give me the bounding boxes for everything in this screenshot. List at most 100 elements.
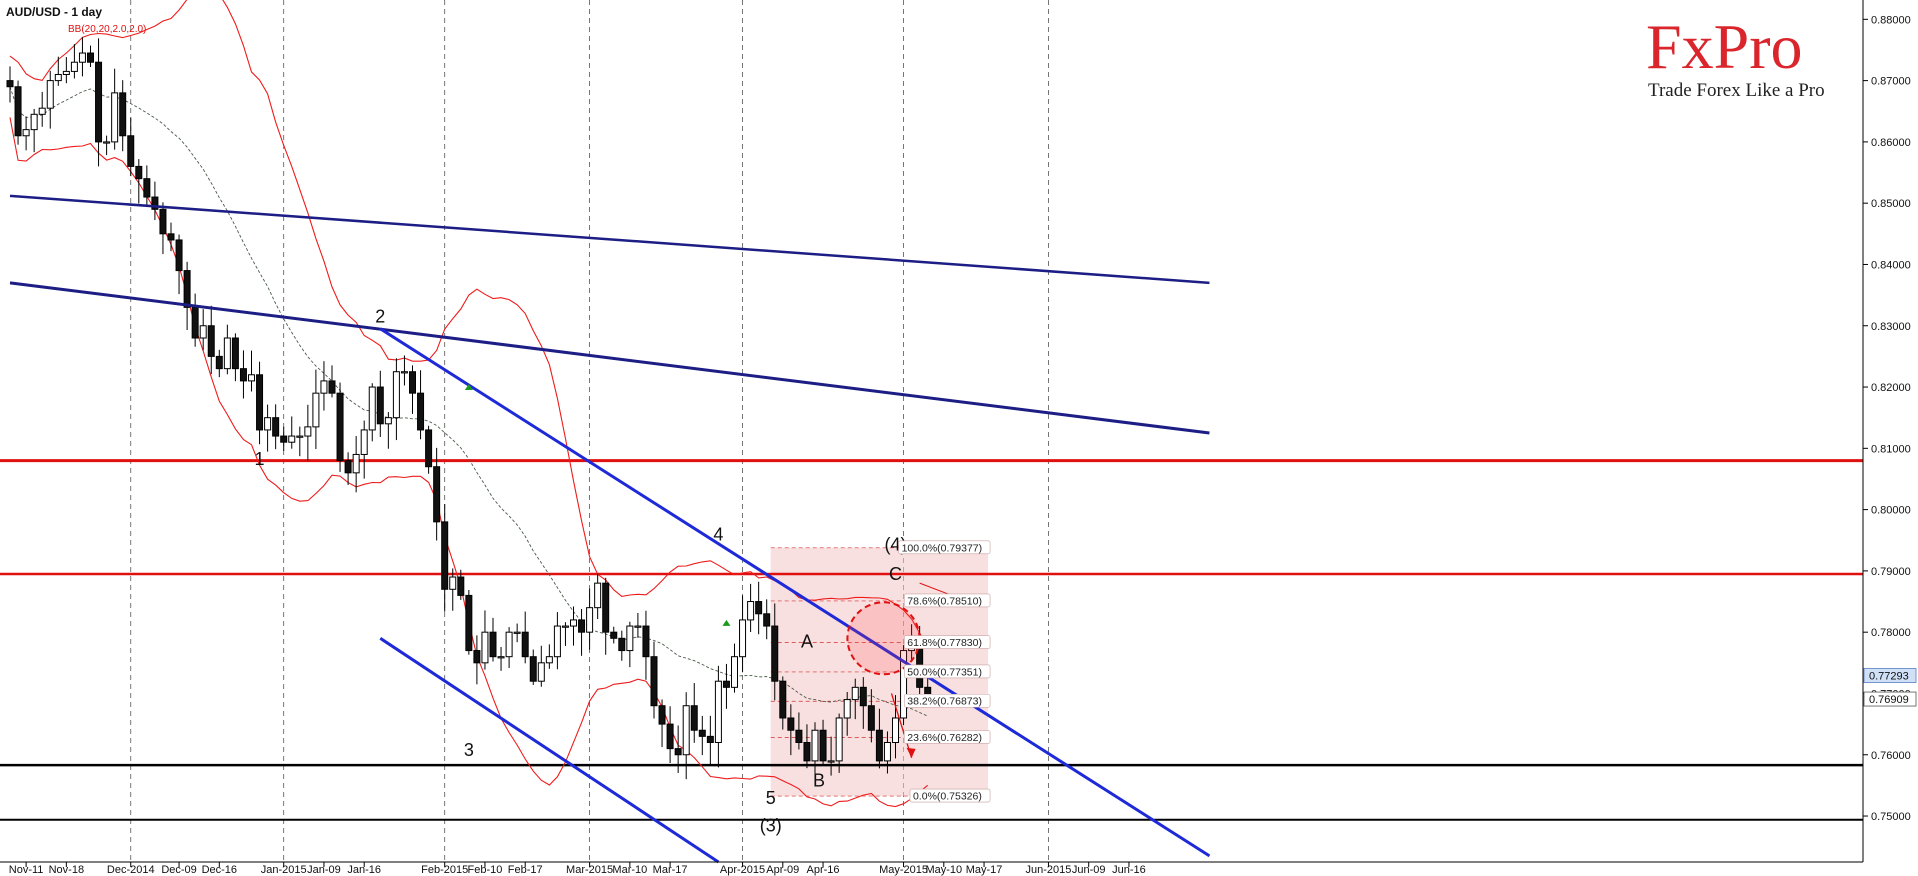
candle-body <box>360 429 368 455</box>
candle-body <box>763 613 771 627</box>
candle-body <box>594 582 602 609</box>
price-marker-label: 0.76909 <box>1869 694 1909 706</box>
time-tick-label: Feb-2015 <box>421 864 468 876</box>
price-tick-label: 0.82000 <box>1871 382 1911 394</box>
candle-body <box>38 107 46 115</box>
candle-body <box>223 337 231 370</box>
candle-body <box>95 61 103 143</box>
candle-body <box>183 270 191 308</box>
candle-body <box>167 233 175 241</box>
price-marker-box <box>1863 691 1917 707</box>
candle-body <box>151 196 159 210</box>
upper-channel-line <box>9 194 1210 285</box>
wave-label: 4 <box>713 524 723 544</box>
time-tick-label: Jun-16 <box>1112 864 1146 876</box>
candle-body <box>46 80 54 109</box>
candle-body <box>851 686 859 701</box>
candle-body <box>883 741 891 762</box>
candle-body <box>336 392 344 462</box>
candle-body <box>368 386 376 431</box>
candle-body <box>272 417 280 437</box>
price-tick-label: 0.86000 <box>1871 137 1911 149</box>
time-tick-label: Dec-16 <box>202 864 237 876</box>
time-tick-label: Jan-09 <box>307 864 341 876</box>
candle-body <box>143 178 151 198</box>
candle-body <box>22 129 30 137</box>
candle-body <box>875 729 883 762</box>
candle-body <box>513 631 521 634</box>
candle-body <box>787 717 795 731</box>
time-tick-label: Apr-16 <box>807 864 840 876</box>
candle-body <box>553 625 561 658</box>
candle-body <box>505 631 513 658</box>
time-tick-label: Jan-2015 <box>261 864 307 876</box>
price-tick-label: 0.88000 <box>1871 14 1911 26</box>
candle-body <box>900 650 908 719</box>
time-tick-label: Dec-2014 <box>107 864 155 876</box>
candle-body <box>682 705 690 756</box>
candle-body <box>618 637 626 652</box>
candle-body <box>602 582 610 633</box>
wave-label: B <box>813 771 825 791</box>
candle-body <box>739 619 747 658</box>
candle-body <box>714 680 722 743</box>
fibonacci-level-label: 0.0%(0.75326) <box>913 791 982 803</box>
candle-body <box>417 392 425 431</box>
candle-body <box>425 429 433 468</box>
price-markers: 0.77293 0.76909 <box>1863 668 1917 707</box>
time-tick-label: Feb-17 <box>508 864 543 876</box>
candle-body <box>433 466 441 523</box>
price-tick-label: 0.79000 <box>1871 566 1911 578</box>
trend-lines <box>9 194 1211 864</box>
fibonacci-labels: 100.0%(0.79377) 78.6%(0.78510) 61.8%(0.778… <box>898 540 991 803</box>
projection-arrow-head <box>906 747 916 758</box>
candle-body <box>384 417 392 425</box>
chart-title: AUD/USD - 1 day <box>6 5 102 19</box>
logo-brand: FxPro <box>1646 11 1803 82</box>
price-axis-panel <box>1863 0 1918 876</box>
candle-body <box>30 113 38 131</box>
fibonacci-label-box <box>909 788 991 803</box>
price-tick-label: 0.81000 <box>1871 443 1911 455</box>
price-tick-label: 0.76000 <box>1871 750 1911 762</box>
candle-body <box>288 435 296 443</box>
time-tick-label: May-2015 <box>879 864 928 876</box>
candle-body <box>827 760 835 763</box>
candle-body <box>70 61 78 72</box>
candle-body <box>312 392 320 428</box>
candle-body <box>811 729 819 762</box>
candle-body <box>843 699 851 719</box>
signal-arrow-up <box>722 619 731 626</box>
candle-body <box>248 374 255 382</box>
fibonacci-label-box <box>903 635 991 649</box>
candle-body <box>111 92 119 143</box>
lower-channel-line <box>379 637 720 864</box>
candle-body <box>473 650 481 664</box>
candle-body <box>835 717 843 762</box>
candle-body <box>78 52 86 63</box>
candle-body <box>320 380 328 394</box>
mid-channel-line <box>9 281 1210 435</box>
price-tick-label: 0.87000 <box>1871 76 1911 88</box>
candle-body <box>626 625 634 652</box>
candle-body <box>296 435 304 438</box>
candle-body <box>489 631 497 658</box>
candle-body <box>127 135 135 167</box>
candle-body <box>610 631 618 639</box>
candle-body <box>731 656 738 688</box>
candlesticks <box>6 37 932 780</box>
candle-body <box>650 656 658 707</box>
time-tick-label: Nov-11 <box>9 864 44 876</box>
fibonacci-level-label: 78.6%(0.78510) <box>907 595 982 607</box>
time-tick-label: Feb-10 <box>468 864 503 876</box>
fibonacci-label-box <box>903 730 991 744</box>
candle-body <box>803 741 811 762</box>
candle-body <box>586 607 594 633</box>
candle-body <box>570 619 577 627</box>
candle-body <box>392 371 400 419</box>
time-axis: Nov-11 Nov-18 Dec-2014 Dec-09 Dec-16 Jan-2015… <box>9 862 1146 876</box>
time-tick-label: Jan-16 <box>347 864 381 876</box>
time-tick-label: Mar-2015 <box>566 864 613 876</box>
time-tick-label: Dec-09 <box>161 864 196 876</box>
